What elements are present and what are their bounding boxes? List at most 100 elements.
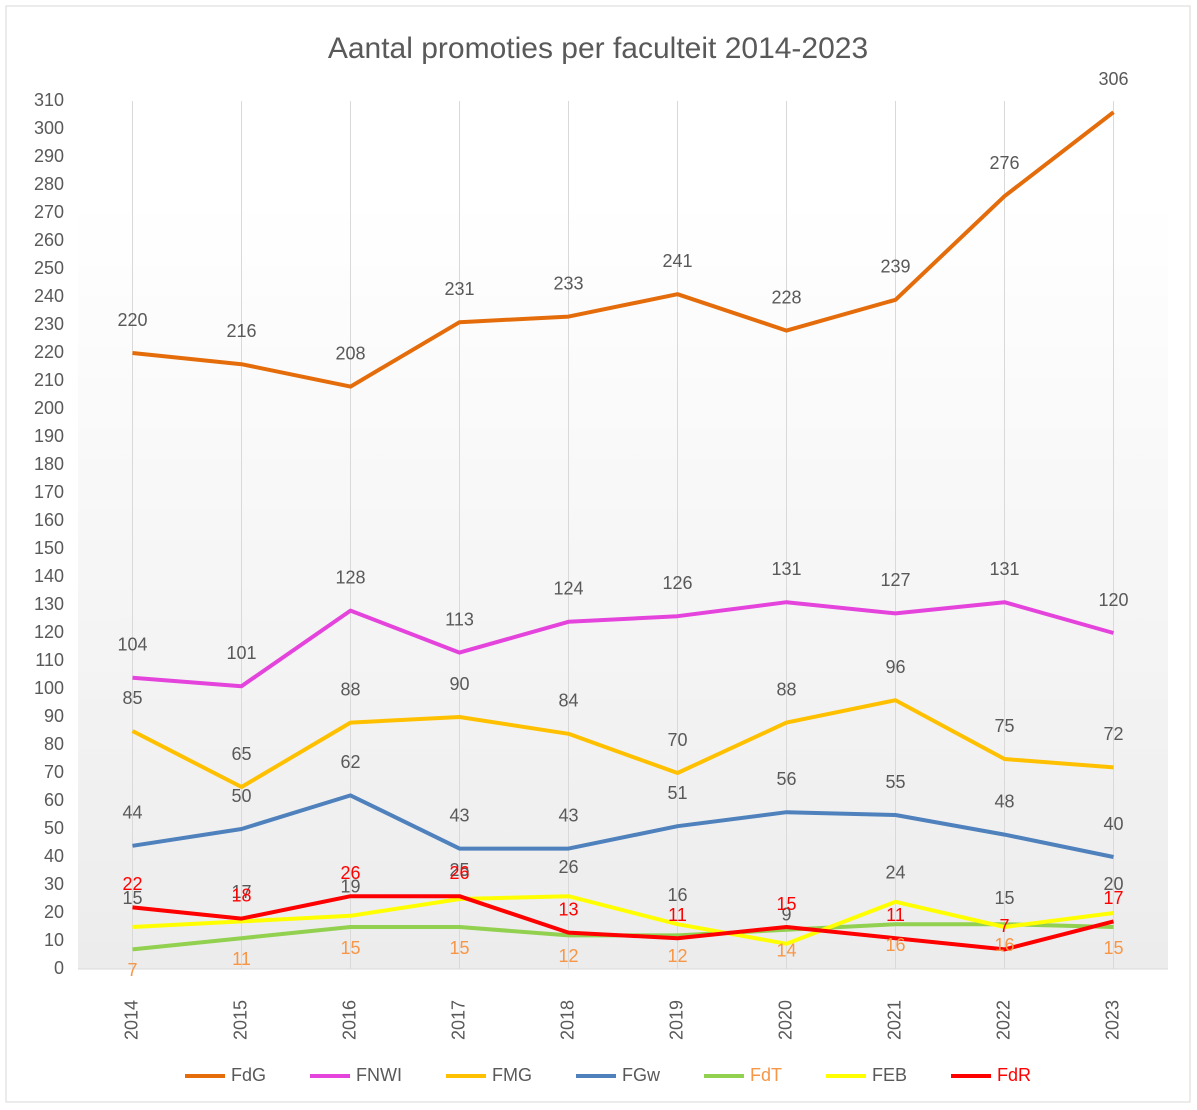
data-label: 128	[335, 567, 365, 587]
x-tick-label: 2019	[666, 1000, 686, 1040]
data-label: 11	[668, 905, 687, 925]
x-tick-label: 2018	[557, 1000, 577, 1040]
y-tick-label: 270	[34, 202, 64, 222]
data-label: 276	[989, 153, 1019, 173]
data-label: 96	[885, 657, 905, 677]
legend-label: FdR	[997, 1065, 1031, 1085]
y-tick-label: 70	[44, 762, 64, 782]
data-label: 88	[340, 679, 360, 699]
y-tick-label: 280	[34, 174, 64, 194]
series-line	[132, 894, 1114, 946]
y-tick-label: 120	[34, 622, 64, 642]
data-label: 101	[226, 643, 256, 663]
legend-label: FEB	[872, 1065, 907, 1085]
data-label: 44	[122, 803, 142, 823]
data-label: 124	[553, 579, 583, 599]
data-label: 22	[122, 874, 142, 894]
y-tick-label: 230	[34, 314, 64, 334]
legend-label: FdG	[231, 1065, 266, 1085]
series-line	[132, 600, 1115, 689]
data-label: 85	[122, 688, 142, 708]
data-label: 65	[231, 744, 251, 764]
data-label: 24	[885, 863, 905, 883]
data-label: 14	[776, 941, 796, 961]
data-label: 90	[449, 674, 469, 694]
y-tick-label: 260	[34, 230, 64, 250]
data-label: 11	[886, 905, 905, 925]
y-tick-label: 140	[34, 566, 64, 586]
data-label: 15	[449, 938, 469, 958]
data-label: 25	[449, 860, 469, 880]
data-label: 62	[340, 752, 360, 772]
data-label: 50	[231, 786, 251, 806]
y-tick-label: 200	[34, 398, 64, 418]
data-label: 131	[989, 559, 1019, 579]
y-tick-label: 150	[34, 538, 64, 558]
y-tick-label: 90	[44, 706, 64, 726]
x-tick-label: 2015	[230, 1000, 250, 1040]
y-tick-label: 180	[34, 454, 64, 474]
data-label: 104	[117, 635, 147, 655]
y-tick-label: 0	[54, 958, 64, 978]
y-tick-label: 20	[44, 902, 64, 922]
y-tick-label: 110	[35, 650, 64, 670]
y-tick-label: 160	[34, 510, 64, 530]
y-tick-label: 60	[44, 790, 64, 810]
data-label: 84	[558, 691, 578, 711]
data-label: 11	[232, 949, 251, 969]
data-label: 208	[335, 343, 365, 363]
series-line	[132, 894, 1114, 952]
y-tick-label: 290	[34, 146, 64, 166]
y-tick-label: 220	[34, 342, 64, 362]
y-tick-label: 40	[44, 846, 64, 866]
data-label: 113	[445, 609, 474, 629]
data-label: 220	[117, 310, 147, 330]
x-tick-label: 2020	[775, 1000, 795, 1040]
data-label: 55	[885, 772, 905, 792]
data-label: 13	[558, 899, 578, 919]
x-tick-label: 2023	[1102, 1000, 1122, 1040]
data-label: 216	[226, 321, 256, 341]
data-label: 241	[662, 251, 692, 271]
data-label: 127	[880, 570, 910, 590]
x-tick-label: 2017	[448, 1000, 468, 1040]
data-label: 15	[1103, 938, 1123, 958]
y-tick-label: 310	[34, 90, 64, 110]
data-label: 16	[667, 885, 687, 905]
y-tick-label: 210	[34, 370, 64, 390]
data-label: 231	[444, 279, 474, 299]
data-label: 9	[781, 905, 791, 925]
data-label: 26	[558, 857, 578, 877]
y-tick-label: 300	[34, 118, 64, 138]
data-label: 43	[558, 805, 578, 825]
y-tick-label: 240	[34, 286, 64, 306]
data-label: 120	[1098, 590, 1128, 610]
x-tick-label: 2016	[339, 1000, 359, 1040]
data-label: 233	[553, 273, 583, 293]
y-tick-label: 250	[34, 258, 64, 278]
data-label: 17	[1103, 888, 1123, 908]
legend-label: FGw	[622, 1065, 661, 1085]
series-line	[131, 698, 1114, 789]
data-label: 72	[1103, 724, 1123, 744]
data-label: 12	[667, 946, 687, 966]
data-label: 20	[1103, 874, 1123, 894]
data-label: 15	[122, 888, 142, 908]
data-label: 15	[340, 938, 360, 958]
legend-label: FdT	[750, 1065, 782, 1085]
data-label: 17	[231, 882, 251, 902]
data-label: 12	[558, 946, 578, 966]
data-label: 26	[449, 863, 469, 883]
data-label: 40	[1103, 814, 1123, 834]
data-label: 7	[127, 960, 137, 980]
data-label: 48	[994, 791, 1014, 811]
y-tick-label: 170	[34, 482, 64, 502]
y-tick-label: 100	[34, 678, 64, 698]
data-label: 19	[340, 877, 360, 897]
data-label: 70	[667, 730, 687, 750]
y-tick-label: 30	[44, 874, 64, 894]
data-label: 239	[880, 257, 910, 277]
series-line	[132, 110, 1115, 389]
x-tick-label: 2022	[993, 1000, 1013, 1040]
